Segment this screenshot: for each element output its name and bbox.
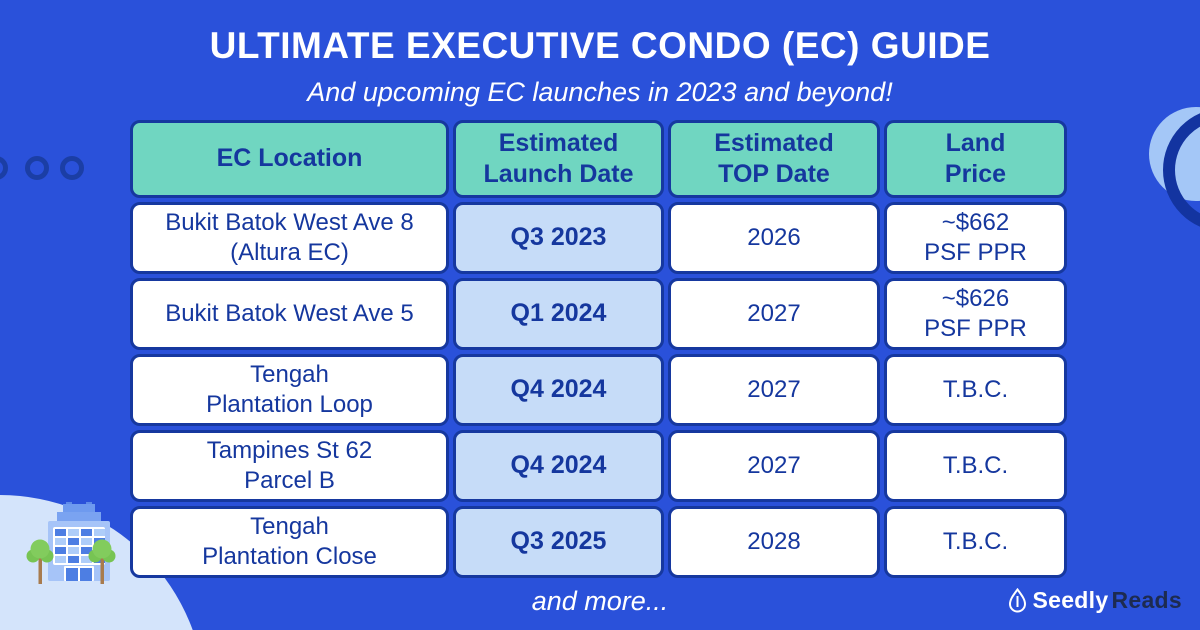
ring-circle-icon: [25, 156, 49, 180]
cell-location: Tampines St 62 Parcel B: [130, 430, 449, 502]
cell-launch-date: Q4 2024: [453, 354, 664, 426]
cell-top-date: 2026: [668, 202, 880, 274]
cell-location: Bukit Batok West Ave 8 (Altura EC): [130, 202, 449, 274]
page-title: ULTIMATE EXECUTIVE CONDO (EC) GUIDE: [209, 25, 991, 66]
cell-land-price: ~$662 PSF PPR: [884, 202, 1067, 274]
column-header-ec-location: EC Location: [130, 120, 449, 198]
brand-name: Seedly: [1032, 587, 1109, 613]
ring-circle-icon: [60, 156, 84, 180]
seedly-leaf-icon: [1009, 588, 1027, 613]
cell-launch-date: Q3 2025: [453, 506, 664, 578]
cell-land-price: ~$626 PSF PPR: [884, 278, 1067, 350]
cell-location: Tengah Plantation Close: [130, 506, 449, 578]
cell-top-date: 2027: [668, 430, 880, 502]
ring-circle-icon: [0, 156, 8, 180]
building-with-trees-icon: [26, 502, 116, 584]
cell-launch-date: Q1 2024: [453, 278, 664, 350]
ec-table: EC Location Estimated Launch Date Estima…: [130, 120, 1067, 578]
cell-land-price: T.B.C.: [884, 430, 1067, 502]
cell-launch-date: Q3 2023: [453, 202, 664, 274]
cell-top-date: 2027: [668, 278, 880, 350]
column-header-land-price: Land Price: [884, 120, 1067, 198]
cell-location: Bukit Batok West Ave 5: [130, 278, 449, 350]
cell-top-date: 2027: [668, 354, 880, 426]
brand-logo: Seedly Reads: [1008, 587, 1182, 614]
cell-launch-date: Q4 2024: [453, 430, 664, 502]
column-header-launch-date: Estimated Launch Date: [453, 120, 664, 198]
footer-note: and more...: [531, 586, 669, 616]
cell-land-price: T.B.C.: [884, 506, 1067, 578]
cell-land-price: T.B.C.: [884, 354, 1067, 426]
column-header-top-date: Estimated TOP Date: [668, 120, 880, 198]
subtitle: And upcoming EC launches in 2023 and bey…: [307, 77, 893, 107]
cell-location: Tengah Plantation Loop: [130, 354, 449, 426]
brand-suffix: Reads: [1111, 587, 1182, 613]
cell-top-date: 2028: [668, 506, 880, 578]
